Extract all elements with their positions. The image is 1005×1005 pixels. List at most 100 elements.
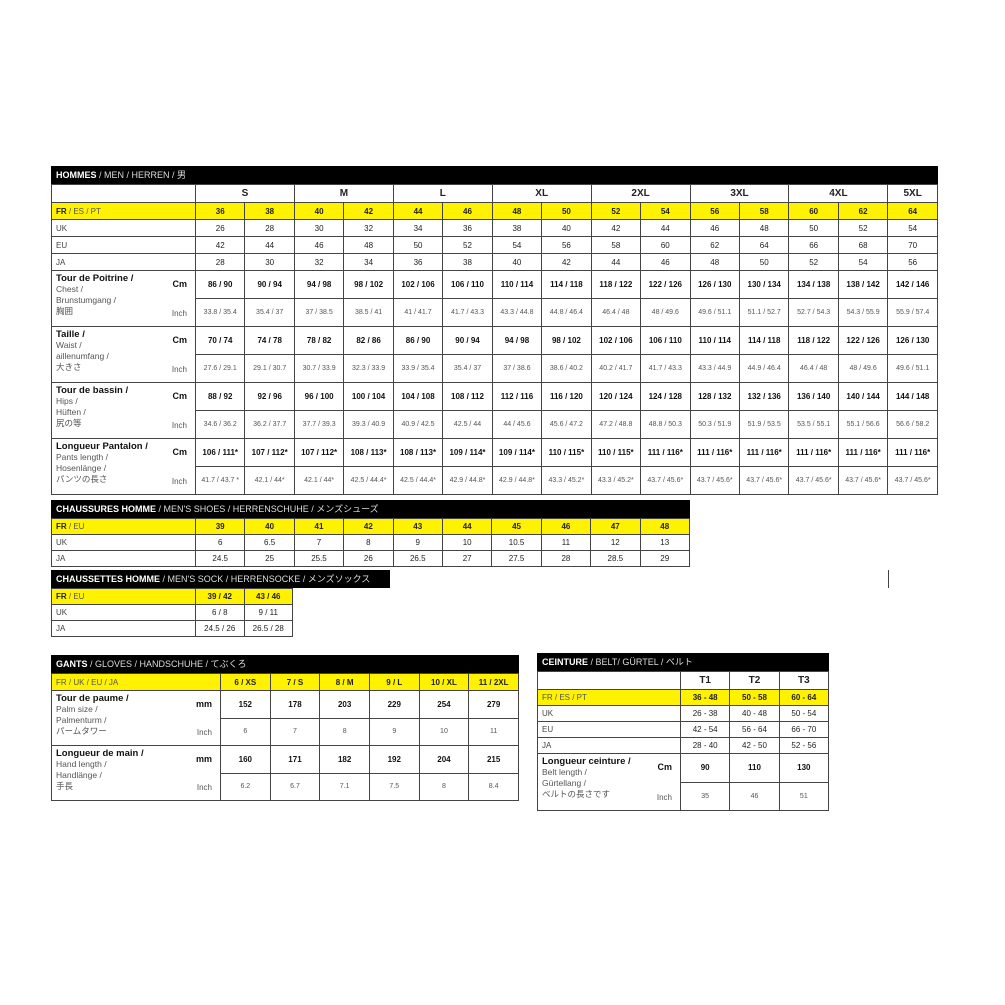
- inch-cell: 42.1 / 44*: [244, 466, 295, 495]
- size-label: XL: [491, 184, 592, 203]
- fr-row: FR / EU 39 / 42 43 / 46: [51, 588, 293, 605]
- row-label: JA: [537, 737, 681, 754]
- section-subtitle: / MEN'S SHOES / HERRENSCHUHE / メンズシューズ: [156, 504, 379, 514]
- inch-cell: 44.9 / 46.4: [738, 354, 790, 383]
- size-cell: 70: [887, 236, 938, 254]
- unit-label: Inch: [171, 309, 187, 318]
- belt-size-table: CEINTURE / BELT/ GÜRTEL / ベルト T1 T2 T3 FR / …: [537, 653, 830, 811]
- metric-cell: 110 / 114: [689, 326, 740, 355]
- size-cell: 36: [392, 253, 444, 271]
- unit-label: Inch: [196, 728, 212, 737]
- fr-label-rest: / EU: [66, 592, 85, 601]
- size-cell: 44: [590, 253, 642, 271]
- measurement-translation: aillenumfang /: [56, 351, 109, 361]
- measurement-inch-row: 34.6 / 36.2 36.2 / 37.7 37.7 / 39.3 39.3 / …: [52, 410, 938, 439]
- size-cell: 26.5 / 28: [243, 620, 293, 637]
- size-cell: 24.5 / 26: [195, 620, 245, 637]
- metric-cell: 108 / 113*: [392, 438, 444, 467]
- inch-cell: 43.7 / 45.6*: [640, 466, 691, 495]
- inch-cell: 48.8 / 50.3: [640, 410, 691, 439]
- fr-size-cell: 42: [343, 518, 394, 535]
- inch-cell: 43.7 / 45.6*: [837, 466, 889, 495]
- inch-cell: 41.7 / 43.7 *: [194, 466, 246, 495]
- inch-cell: 30.7 / 33.9: [293, 354, 345, 383]
- size-cell: 56: [541, 236, 592, 254]
- metric-cell: 182: [319, 745, 370, 774]
- inch-cell: 43.3 / 45.2*: [590, 466, 642, 495]
- metric-cell: 104 / 108: [392, 382, 444, 411]
- fr-size-cell: 48: [491, 202, 543, 220]
- metric-cell: 106 / 110: [442, 270, 493, 299]
- size-cell: 28: [244, 219, 295, 237]
- measurement-translation: Hand length /: [56, 759, 107, 769]
- fr-label-bold: FR: [56, 522, 67, 531]
- metric-cell: 102 / 106: [590, 326, 642, 355]
- section-subtitle: / BELT/ GÜRTEL / ベルト: [590, 657, 693, 667]
- inch-cell: 32.3 / 33.9: [343, 354, 394, 383]
- inch-cell: 48 / 49.6: [640, 298, 691, 327]
- metric-cell: 108 / 113*: [343, 438, 394, 467]
- metric-cell: 160: [220, 745, 271, 774]
- inch-cell: 43.7 / 45.6*: [788, 466, 839, 495]
- shoes-size-table: CHAUSSURES HOMME / MEN'S SHOES / HERRENS…: [51, 500, 691, 567]
- fr-row: FR / ES / PT 36 38 40 42 44 46 48 50 52 54 56 58 60 62…: [51, 202, 938, 220]
- size-label: M: [293, 184, 394, 203]
- fr-size-cell: 36 - 48: [679, 689, 731, 706]
- unit-label: Inch: [171, 477, 187, 486]
- measurement-inch-row: 33.8 / 35.4 35.4 / 37 37 / 38.5 38.5 / 41 41…: [52, 298, 938, 327]
- metric-cell: 152: [220, 690, 271, 719]
- metric-cell: 142 / 146: [887, 270, 938, 299]
- row-label: UK: [51, 604, 196, 621]
- fr-size-cell: 46: [442, 202, 493, 220]
- fr-size-cell: 60: [788, 202, 839, 220]
- size-conversion-row: UK 26 - 38 40 - 48 50 - 54: [537, 705, 830, 722]
- size-label: L: [392, 184, 493, 203]
- measurement-title: Longueur ceinture /: [542, 756, 631, 767]
- size-cell: 52: [788, 253, 839, 271]
- size-conversion-row: JA 28 - 40 42 - 50 52 - 56: [537, 737, 830, 754]
- metric-cell: 106 / 110: [640, 326, 691, 355]
- fr-label: FR / EU: [51, 588, 196, 605]
- size-label: 2XL: [590, 184, 691, 203]
- measurement-translation: Hüften /: [56, 407, 86, 417]
- fr-size-cell: 7 / S: [269, 673, 321, 691]
- inch-cell: 39.3 / 40.9: [343, 410, 394, 439]
- inch-cell: 43.3 / 44.8: [491, 298, 543, 327]
- metric-cell: 96 / 100: [293, 382, 345, 411]
- fr-label: FR / UK / EU / JA: [51, 673, 221, 691]
- inch-cell: 34.6 / 36.2: [194, 410, 246, 439]
- size-cell: 38: [491, 219, 543, 237]
- measurement-title: Longueur Pantalon /: [56, 441, 148, 452]
- measurement-translation: パームタワー: [56, 726, 107, 736]
- fr-label-bold: FR: [56, 592, 67, 601]
- fr-size-cell: 44: [441, 518, 493, 535]
- unit-label: Cm: [172, 391, 187, 401]
- inch-cell: 7.1: [319, 772, 370, 801]
- measurement-title: Tour de Poitrine /: [56, 273, 134, 284]
- fr-size-cell: 36: [194, 202, 246, 220]
- inch-cell: 42.9 / 44.8*: [491, 466, 543, 495]
- size-cell: 62: [689, 236, 740, 254]
- metric-cell: 140 / 144: [837, 382, 889, 411]
- inch-cell: 37 / 38.5: [293, 298, 345, 327]
- measurement-translation: Pants length /: [56, 452, 108, 462]
- size-cell: 38: [442, 253, 493, 271]
- size-cell: 50: [738, 253, 790, 271]
- size-cell: 44: [244, 236, 295, 254]
- section-title: CHAUSSETTES HOMME: [56, 574, 161, 584]
- inch-cell: 55.9 / 57.4: [887, 298, 938, 327]
- fr-label-rest: / EU: [66, 522, 85, 531]
- fr-size-cell: 46: [540, 518, 592, 535]
- metric-cell: 86 / 90: [194, 270, 246, 299]
- size-cell: 48: [689, 253, 740, 271]
- empty-cell: [537, 671, 681, 690]
- size-label: T2: [729, 671, 780, 690]
- inch-cell: 42.1 / 44*: [293, 466, 345, 495]
- fr-label: FR / EU: [51, 518, 196, 535]
- metric-cell: 229: [368, 690, 420, 719]
- size-cell: 50: [788, 219, 839, 237]
- measurement-translation: パンツの長さ: [56, 474, 108, 484]
- fr-size-cell: 52: [590, 202, 642, 220]
- metric-cell: 109 / 114*: [442, 438, 493, 467]
